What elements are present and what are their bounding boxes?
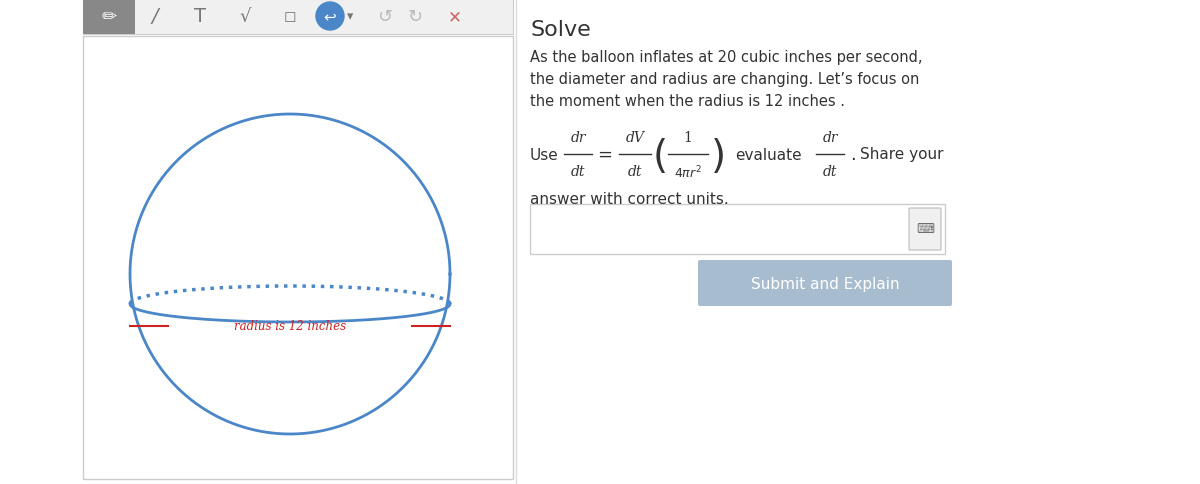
- Text: dt: dt: [628, 165, 642, 179]
- FancyBboxPatch shape: [83, 0, 514, 35]
- Text: the moment when the radius is 12 inches .: the moment when the radius is 12 inches …: [530, 94, 845, 109]
- Text: As the balloon inflates at 20 cubic inches per second,: As the balloon inflates at 20 cubic inch…: [530, 50, 923, 65]
- FancyBboxPatch shape: [83, 37, 514, 479]
- Text: ): ): [710, 138, 726, 176]
- Text: ↩: ↩: [324, 10, 336, 25]
- Text: ✕: ✕: [448, 8, 462, 26]
- Text: dV: dV: [625, 131, 644, 145]
- Text: ⌨: ⌨: [916, 223, 934, 236]
- Text: dr: dr: [822, 131, 838, 145]
- Text: Share your: Share your: [860, 147, 943, 162]
- Text: =: =: [598, 146, 612, 164]
- Text: dt: dt: [823, 165, 838, 179]
- FancyBboxPatch shape: [698, 260, 952, 306]
- Text: Solve: Solve: [530, 20, 590, 40]
- Text: /: /: [151, 7, 158, 27]
- Text: T: T: [194, 7, 206, 27]
- Text: √: √: [239, 8, 251, 26]
- Text: answer with correct units.: answer with correct units.: [530, 192, 728, 207]
- FancyBboxPatch shape: [83, 0, 136, 35]
- Text: ▾: ▾: [347, 11, 353, 23]
- Text: .: .: [850, 146, 856, 164]
- Text: (: (: [653, 138, 667, 176]
- Text: ↻: ↻: [408, 8, 422, 26]
- Text: ◻: ◻: [283, 10, 296, 25]
- Text: dr: dr: [570, 131, 586, 145]
- Circle shape: [316, 3, 344, 31]
- Text: Use: Use: [530, 147, 559, 162]
- FancyBboxPatch shape: [910, 209, 941, 251]
- Text: evaluate: evaluate: [736, 147, 802, 162]
- Text: dt: dt: [571, 165, 586, 179]
- Text: Submit and Explain: Submit and Explain: [751, 276, 899, 291]
- Text: ↺: ↺: [378, 8, 392, 26]
- Text: $4\pi r^2$: $4\pi r^2$: [674, 165, 702, 181]
- Text: ✏: ✏: [102, 8, 116, 26]
- FancyBboxPatch shape: [530, 205, 946, 255]
- Text: radius is 12 inches: radius is 12 inches: [234, 320, 346, 333]
- Text: the diameter and radius are changing. Let’s focus on: the diameter and radius are changing. Le…: [530, 72, 919, 87]
- Text: 1: 1: [684, 131, 692, 145]
